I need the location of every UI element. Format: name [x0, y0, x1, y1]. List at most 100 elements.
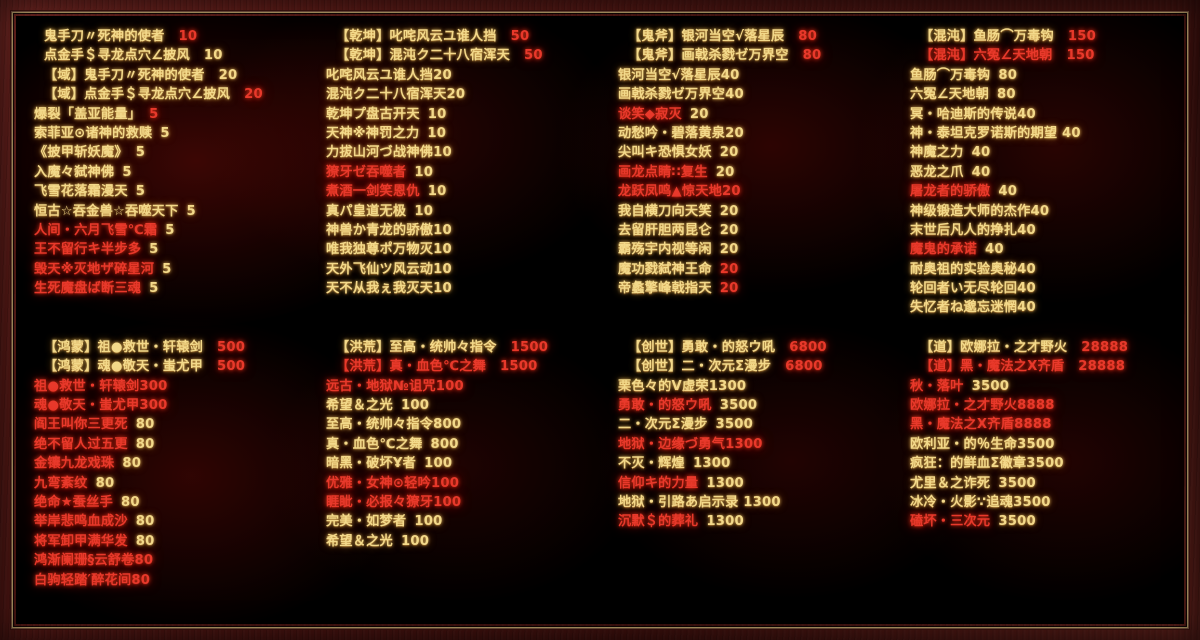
- item-row[interactable]: 【域】点金手＄寻龙点穴∠披风 20: [34, 88, 302, 101]
- item-row[interactable]: 【鸿蒙】魂●敬天・蚩尤甲 500: [34, 360, 302, 373]
- item-row[interactable]: 煮酒一剑笑恩仇 10: [326, 185, 594, 198]
- item-row[interactable]: 冥・哈迪斯的传说40: [910, 107, 1178, 120]
- item-row[interactable]: 【创世】勇敢・的怒ウ吼 6800: [618, 341, 886, 354]
- item-row[interactable]: 去留肝胆两昆仑 20: [618, 224, 886, 237]
- item-row[interactable]: 生死魔盘ば断三魂 5: [34, 282, 302, 295]
- item-row[interactable]: 唯我独尊ポ万物灭10: [326, 243, 594, 256]
- item-row[interactable]: 睚眦・必报々獠牙100: [326, 496, 594, 509]
- item-row[interactable]: 谈笑◆寂灭 20: [618, 107, 886, 120]
- item-row[interactable]: 王不留行キ半步多 5: [34, 243, 302, 256]
- item-row[interactable]: 冰冷・火影∵追魂3500: [910, 496, 1178, 509]
- item-row[interactable]: 【鸿蒙】祖●救世・轩辕剑 500: [34, 341, 302, 354]
- item-row[interactable]: 飞雪花落霜漫天 5: [34, 185, 302, 198]
- item-row[interactable]: 鬼手刀〃死神的使者 10: [34, 30, 302, 43]
- item-row[interactable]: 恶龙之爪 40: [910, 166, 1178, 179]
- item-row[interactable]: 神兽か青龙的骄傲10: [326, 224, 594, 237]
- item-row[interactable]: 帝蠡擎峰戟指天 20: [618, 282, 886, 295]
- item-row[interactable]: 我自横刀向天笑 20: [618, 204, 886, 217]
- item-row[interactable]: 末世后凡人的挣扎40: [910, 224, 1178, 237]
- item-row[interactable]: 勇敢・的怒ウ吼 3500: [618, 399, 886, 412]
- item-row[interactable]: 《披甲斩妖魔》 5: [34, 146, 302, 159]
- item-row[interactable]: 叱咤风云ユ谁人挡20: [326, 69, 594, 82]
- item-row[interactable]: 绝命★蚕丝手 80: [34, 496, 302, 509]
- item-row[interactable]: 远古・地狱№诅咒100: [326, 379, 594, 392]
- item-row[interactable]: 【洪荒】真・血色℃之舞 1500: [326, 360, 594, 373]
- item-row[interactable]: 阎王叫你三更死 80: [34, 418, 302, 431]
- item-row[interactable]: 秋・落叶 3500: [910, 379, 1178, 392]
- item-row[interactable]: 【鬼斧】画戟杀戮ゼ万界空 80: [618, 49, 886, 62]
- item-row[interactable]: 疯狂：的鲜血Σ徽章3500: [910, 457, 1178, 470]
- item-row[interactable]: 尖叫キ恐惧女妖 20: [618, 146, 886, 159]
- item-row[interactable]: 鱼肠⌒万毒钩 80: [910, 69, 1178, 82]
- item-row[interactable]: 栗色々的V虚荣1300: [618, 379, 886, 392]
- item-row[interactable]: 二・次元Σ漫步 3500: [618, 418, 886, 431]
- item-row[interactable]: 天外飞仙ツ风云动10: [326, 262, 594, 275]
- item-row[interactable]: 乾坤プ盘古开天 10: [326, 107, 594, 120]
- item-row[interactable]: 磕坏・三次元 3500: [910, 515, 1178, 528]
- item-row[interactable]: 黑・魔法之Ⅹ齐盾8888: [910, 418, 1178, 431]
- item-row[interactable]: 霸殇宇内视等闲 20: [618, 243, 886, 256]
- item-row[interactable]: 【混沌】鱼肠⌒万毒钩 150: [910, 30, 1178, 43]
- item-row[interactable]: 天不从我ぇ我灭天10: [326, 282, 594, 295]
- item-row[interactable]: 神・泰坦克罗诺斯的期望 40: [910, 127, 1178, 140]
- item-row[interactable]: 人间・六月飞雪℃霜 5: [34, 224, 302, 237]
- item-row[interactable]: 不灭・辉煌 1300: [618, 457, 886, 470]
- item-row[interactable]: 鸿渐阑珊§云舒卷80: [34, 554, 302, 567]
- item-row[interactable]: 獠牙ゼ吞噬者 10: [326, 166, 594, 179]
- item-row[interactable]: 魂●敬天・蚩尤甲300: [34, 399, 302, 412]
- item-row[interactable]: 沉默＄的葬礼 1300: [618, 515, 886, 528]
- item-row[interactable]: 【道】欧娜拉・之才野火 28888: [910, 341, 1178, 354]
- item-row[interactable]: 混沌ク二十八宿浑天20: [326, 88, 594, 101]
- item-row[interactable]: 魔鬼的承诺 40: [910, 243, 1178, 256]
- item-row[interactable]: 绝不留人过五更 80: [34, 438, 302, 451]
- item-row[interactable]: 动愁吟・碧落黄泉20: [618, 127, 886, 140]
- item-row[interactable]: 祖●救世・轩辕剑300: [34, 379, 302, 392]
- item-row[interactable]: 尤里＆之诈死 3500: [910, 476, 1178, 489]
- item-row[interactable]: 画龙点睛∷复生 20: [618, 166, 886, 179]
- item-row[interactable]: 至高・统帅々指令800: [326, 418, 594, 431]
- item-row[interactable]: 完美・如梦者 100: [326, 515, 594, 528]
- item-row[interactable]: 真パ皇道无极 10: [326, 204, 594, 217]
- item-row[interactable]: 【混沌】六冤∠天地朝 150: [910, 49, 1178, 62]
- item-row[interactable]: 神魔之力 40: [910, 146, 1178, 159]
- item-row[interactable]: 银河当空√落星辰40: [618, 69, 886, 82]
- item-row[interactable]: 轮回者い无尽轮回40: [910, 282, 1178, 295]
- item-row[interactable]: 入魔々弑神佛 5: [34, 166, 302, 179]
- item-row[interactable]: 龙跃凤鸣▲惊天地20: [618, 185, 886, 198]
- item-row[interactable]: 画戟杀戮ゼ万界空40: [618, 88, 886, 101]
- item-row[interactable]: 希望＆之光 100: [326, 535, 594, 548]
- item-row[interactable]: 希望＆之光 100: [326, 399, 594, 412]
- item-row[interactable]: 欧娜拉・之才野火8888: [910, 399, 1178, 412]
- item-row[interactable]: 举岸悲鸣血成沙 80: [34, 515, 302, 528]
- item-row[interactable]: 索菲亚⊙诸神的救赎 5: [34, 127, 302, 140]
- item-row[interactable]: 【道】黑・魔法之Ⅹ齐盾 28888: [910, 360, 1178, 373]
- item-row[interactable]: 天神※神罚之力 10: [326, 127, 594, 140]
- item-row[interactable]: 爆裂「盖亚能量」 5: [34, 107, 302, 120]
- item-row[interactable]: 【洪荒】至高・统帅々指令 1500: [326, 341, 594, 354]
- item-row[interactable]: 【乾坤】混沌ク二十八宿浑天 50: [326, 49, 594, 62]
- item-row[interactable]: 点金手＄寻龙点穴∠披风 10: [34, 49, 302, 62]
- item-row[interactable]: 【创世】二・次元Σ漫步 6800: [618, 360, 886, 373]
- item-row[interactable]: 耐奥祖的实验奥秘40: [910, 262, 1178, 275]
- item-row[interactable]: 欧利亚・的％生命3500: [910, 438, 1178, 451]
- item-row[interactable]: 毁天※灭地ザ碎星河 5: [34, 262, 302, 275]
- item-row[interactable]: 白驹轻踏′醉花间80: [34, 573, 302, 586]
- item-row[interactable]: 优雅・女神⊙轻吟100: [326, 476, 594, 489]
- item-row[interactable]: 地狱・引路あ启示录 1300: [618, 496, 886, 509]
- item-row[interactable]: 九弯紊纹 80: [34, 476, 302, 489]
- item-row[interactable]: 【鬼斧】银河当空√落星辰 80: [618, 30, 886, 43]
- item-row[interactable]: 将军卸甲满华发 80: [34, 535, 302, 548]
- item-row[interactable]: 魔功戮弑神王命 20: [618, 262, 886, 275]
- item-row[interactable]: 信仰キ的力量 1300: [618, 476, 886, 489]
- item-row[interactable]: 失忆者ね邈忘迷惘40: [910, 301, 1178, 314]
- item-row[interactable]: 金镶九龙戏珠 80: [34, 457, 302, 470]
- item-row[interactable]: 地狱・边缘づ勇气1300: [618, 438, 886, 451]
- item-row[interactable]: 【域】鬼手刀〃死神的使者 20: [34, 69, 302, 82]
- item-row[interactable]: 真・血色℃之舞 800: [326, 438, 594, 451]
- item-row[interactable]: 【乾坤】叱咤风云ユ谁人挡 50: [326, 30, 594, 43]
- item-row[interactable]: 力拔山河づ战神佛10: [326, 146, 594, 159]
- item-row[interactable]: 恒古☆吞金兽☆吞噬天下 5: [34, 204, 302, 217]
- item-row[interactable]: 暗黑・破坏Ұ者 100: [326, 457, 594, 470]
- item-row[interactable]: 屠龙者的骄傲 40: [910, 185, 1178, 198]
- item-row[interactable]: 神级锻造大师的杰作40: [910, 204, 1178, 217]
